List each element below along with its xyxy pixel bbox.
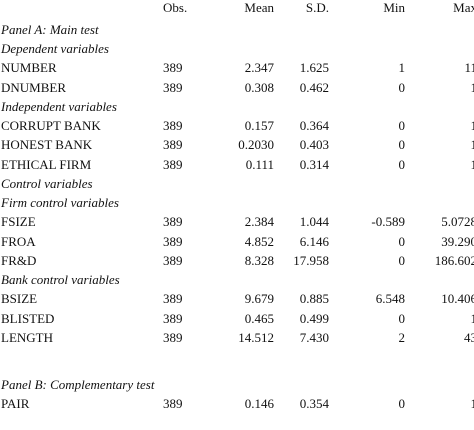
cell: 1.625 [299,60,329,76]
column-header: S.D. [305,0,329,15]
cell: 8.328 [244,252,274,268]
cell: 0.364 [299,118,329,134]
cell: 389 [163,214,183,230]
section-heading: Panel B: Complementary test [1,377,155,393]
cell: 14.512 [238,329,274,345]
cell: 2 [398,329,406,345]
cell: 2.384 [244,214,274,230]
cell: 389 [163,156,183,172]
row-label: BLISTED [1,310,55,326]
cell: 0 [398,137,406,153]
row-label: DNUMBER [1,79,67,95]
cell: 0.499 [299,310,329,326]
section-heading: Dependent variables [1,41,109,57]
cell: 389 [163,252,183,268]
row-label: NUMBER [1,60,57,76]
cell: 43 [464,329,474,345]
row-label: LENGTH [1,329,53,345]
section-heading: Firm control variables [1,195,119,211]
cell: 0.157 [244,118,274,134]
cell: 0.465 [244,310,274,326]
section-heading: Control variables [1,175,93,191]
cell: 39.290 [441,233,474,249]
section-heading: Panel A: Main test [1,22,99,37]
cell: 0 [398,310,406,326]
row-label: CORRUPT BANK [1,118,101,134]
cell: 17.958 [293,252,329,268]
row-label: FSIZE [1,214,36,230]
cell: 2.347 [244,60,274,76]
cell: 0.314 [299,156,329,172]
cell: 5.0728 [441,214,474,230]
cell: 0.885 [299,291,329,307]
cell: 389 [163,233,183,249]
cell: 389 [163,60,183,76]
column-header: Obs. [163,0,188,15]
cell: 1 [470,137,474,153]
cell: 1 [470,79,474,95]
cell: 389 [163,329,183,345]
cell: 0 [398,233,406,249]
cell: 1.044 [299,214,329,230]
cell: 389 [163,137,183,153]
row-label: BSIZE [1,291,38,307]
row-label: PAIR [1,396,30,412]
cell: 1 [470,396,474,412]
cell: 6.146 [299,233,329,249]
row-label: FROA [1,233,36,249]
cell: 4.852 [244,233,274,249]
cell: 6.548 [375,291,405,307]
cell: 7.430 [299,329,329,345]
column-header: Max [453,0,474,15]
cell: 0 [398,396,406,412]
cell: -0.589 [371,214,405,230]
cell: 389 [163,291,183,307]
cell: 1 [470,310,474,326]
cell: 389 [163,310,183,326]
cell: 0.308 [244,79,274,95]
cell: 0 [398,156,406,172]
cell: 0 [398,79,406,95]
row-label: FR&D [1,252,37,268]
column-header: Min [383,0,405,15]
cell: 0.462 [299,79,329,95]
section-heading: Independent variables [1,98,117,114]
cell: 1 [470,118,474,134]
cell: 389 [163,118,183,134]
row-label: HONEST BANK [1,137,93,153]
cell: 9.679 [244,291,274,307]
row-label: ETHICAL FIRM [1,156,92,172]
cell: 0.354 [299,396,329,412]
cell: 186.602 [434,252,474,268]
cell: 10.406 [441,291,474,307]
cell: 0 [398,118,406,134]
column-header: Mean [244,0,274,15]
cell: 389 [163,79,183,95]
cell: 11 [464,60,474,76]
cell: 0.111 [245,156,274,172]
cell: 0.403 [299,137,329,153]
cell: 0.2030 [238,137,274,153]
cell: 389 [163,396,183,412]
cell: 0.146 [244,396,274,412]
cell: 0 [398,252,406,268]
section-heading: Bank control variables [1,272,120,288]
cell: 1 [470,156,474,172]
cell: 1 [398,60,406,76]
